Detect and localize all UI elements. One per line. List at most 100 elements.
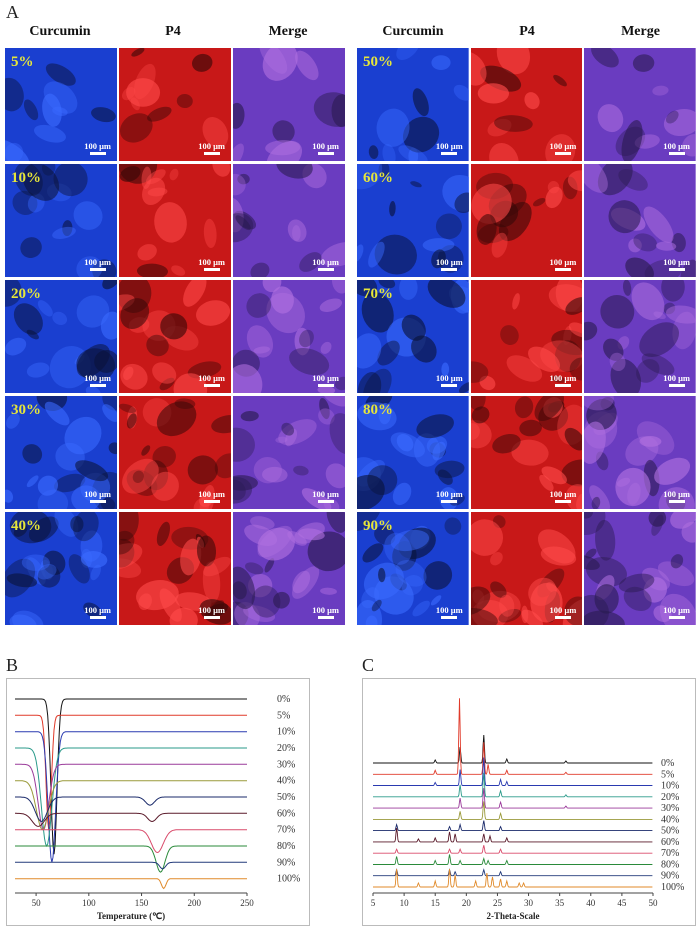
- scale-bar-line: [317, 616, 334, 619]
- scale-bar-label: 100 μm: [84, 257, 111, 267]
- dsc-series-30pct: [15, 763, 247, 831]
- scale-bar-line: [317, 500, 334, 503]
- xrd-series-5pct: [373, 698, 653, 775]
- scale-bar-label: 100 μm: [312, 605, 339, 615]
- micrograph-p4-10pct: 100 μm: [119, 164, 231, 277]
- scale-bar: 100 μm: [436, 257, 463, 271]
- scale-bar-line: [441, 152, 458, 155]
- xrd-x-axis-title: 2-Theta-Scale: [487, 911, 540, 921]
- dsc-series-70pct: [15, 829, 247, 854]
- scale-bar: 100 μm: [198, 141, 225, 155]
- micrograph-curcumin-30pct: 30% 100 μm: [5, 396, 117, 509]
- scale-bar-label: 100 μm: [198, 489, 225, 499]
- scale-bar: 100 μm: [663, 489, 690, 503]
- dsc-legend-80pct: 80%: [277, 841, 295, 852]
- dsc-legend-10pct: 10%: [277, 727, 295, 738]
- scale-bar: 100 μm: [312, 605, 339, 619]
- scale-bar: 100 μm: [549, 605, 577, 619]
- scale-bar-label: 100 μm: [84, 489, 111, 499]
- scale-bar-label: 100 μm: [435, 141, 463, 151]
- dsc-x-tick-label: 100: [82, 898, 96, 908]
- scale-bar: 100 μm: [84, 257, 111, 271]
- dsc-legend-60pct: 60%: [277, 808, 295, 819]
- micrograph-p4-90pct: 100 μm: [470, 512, 583, 625]
- xrd-series-0pct: [373, 734, 653, 764]
- scale-bar-line: [203, 268, 220, 271]
- panel-letter-a: A: [6, 2, 19, 22]
- scale-bar: 100 μm: [84, 489, 111, 503]
- scale-bar: 100 μm: [436, 605, 463, 619]
- dsc-series-80pct: [15, 845, 247, 873]
- scale-bar-label: 100 μm: [663, 489, 690, 499]
- dsc-series-40pct: [15, 780, 247, 831]
- micrograph-merge-20pct: 100 μm: [233, 280, 345, 393]
- dsc-series-50pct: [15, 796, 247, 823]
- xrd-series-90pct: [373, 868, 653, 877]
- xrd-legend-30pct: 30%: [661, 803, 679, 814]
- micrograph-p4-5pct: 100 μm: [119, 48, 231, 161]
- scale-bar-label: 100 μm: [435, 605, 463, 615]
- scale-bar-line: [317, 152, 334, 155]
- dsc-legend-5pct: 5%: [277, 710, 290, 721]
- concentration-label: 30%: [11, 402, 41, 418]
- dsc-legend-30pct: 30%: [277, 759, 295, 770]
- scale-bar-label: 100 μm: [435, 257, 463, 267]
- xrd-x-tick-label: 45: [617, 898, 627, 908]
- scale-bar: 100 μm: [550, 257, 576, 271]
- scale-bar: 100 μm: [312, 489, 339, 503]
- micrograph-curcumin-90pct: 90% 100 μm: [357, 512, 469, 625]
- dsc-legend-100pct: 100%: [277, 874, 300, 885]
- scale-bar-label: 100 μm: [312, 373, 339, 383]
- scale-bar: 100 μm: [663, 257, 690, 271]
- micrograph-curcumin-80pct: 80% 100 μm: [357, 396, 469, 509]
- scale-bar: 100 μm: [663, 141, 690, 155]
- xrd-series-60pct: [373, 827, 653, 843]
- scale-bar-line: [441, 616, 458, 619]
- scale-bar: 100 μm: [436, 373, 463, 387]
- xrd-legend-100pct: 100%: [661, 882, 684, 893]
- micrograph-curcumin-60pct: 60% 100 μm: [357, 164, 469, 277]
- dsc-x-tick-label: 50: [32, 898, 42, 908]
- xrd-legend-70pct: 70%: [661, 848, 679, 859]
- xrd-series-50pct: [373, 820, 653, 832]
- scale-bar-label: 100 μm: [549, 605, 577, 615]
- xrd-series-100pct: [373, 868, 653, 888]
- xrd-series-40pct: [373, 801, 653, 820]
- micrograph-p4-50pct: 100 μm: [470, 48, 583, 161]
- scale-bar: 100 μm: [312, 373, 339, 387]
- micrograph-grid-right: 50% 100 μm 100 μm 100 μm 60% 100 μm 100 μm 100 …: [356, 47, 697, 627]
- scale-bar-line: [203, 384, 220, 387]
- dsc-legend-20pct: 20%: [277, 743, 295, 754]
- scale-bar-line: [668, 152, 685, 155]
- scale-bar-label: 100 μm: [312, 141, 339, 151]
- scale-bar-line: [89, 152, 106, 155]
- scale-bar-label: 100 μm: [549, 141, 577, 151]
- scale-bar-label: 100 μm: [198, 257, 225, 267]
- micrograph-p4-20pct: 100 μm: [119, 280, 231, 393]
- concentration-label: 80%: [363, 402, 393, 418]
- dsc-x-axis-title: Temperature (℃): [97, 911, 165, 921]
- xrd-x-tick-label: 25: [493, 898, 503, 908]
- scale-bar-line: [668, 384, 685, 387]
- micrograph-grid-left: 5% 100 μm 100 μm 100 μm 10% 100 μm 100 μm 100 μ…: [4, 47, 346, 627]
- micrograph-curcumin-20pct: 20% 100 μm: [5, 280, 117, 393]
- dsc-legend-40pct: 40%: [277, 776, 295, 787]
- scale-bar-line: [668, 500, 685, 503]
- scale-bar-line: [554, 152, 571, 155]
- micrograph-merge-80pct: 100 μm: [584, 396, 696, 509]
- micrograph-merge-40pct: 100 μm: [233, 512, 345, 625]
- micrograph-merge-60pct: 100 μm: [584, 164, 696, 277]
- dsc-chart-frame: 0% 5% 10% 20% 30% 40% 50% 60% 70% 80% 90% 100% 50 100…: [6, 678, 310, 926]
- micrograph-curcumin-50pct: 50% 100 μm: [357, 48, 469, 161]
- micrograph-p4-30pct: 100 μm: [119, 396, 231, 509]
- xrd-legend-60pct: 60%: [661, 837, 679, 848]
- xrd-x-tick-label: 15: [431, 898, 441, 908]
- concentration-label: 20%: [11, 286, 41, 302]
- micrograph-merge-5pct: 100 μm: [233, 48, 345, 161]
- scale-bar-line: [554, 616, 571, 619]
- panel-letter-b: B: [6, 655, 19, 675]
- xrd-legend-50pct: 50%: [661, 826, 679, 837]
- xrd-series-20pct: [373, 772, 653, 798]
- scale-bar-label: 100 μm: [549, 489, 577, 499]
- scale-bar-line: [89, 500, 106, 503]
